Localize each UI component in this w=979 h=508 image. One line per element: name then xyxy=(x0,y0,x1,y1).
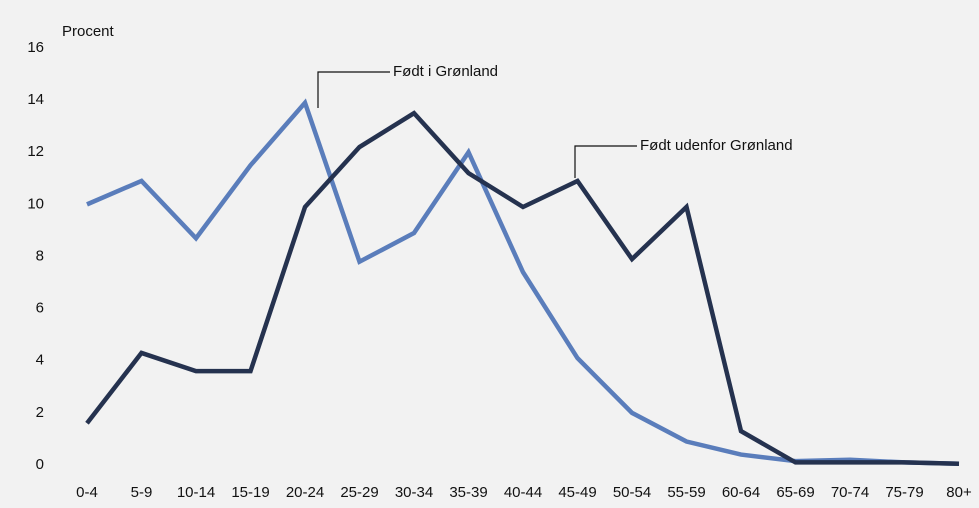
y-tick-label: 16 xyxy=(27,39,44,56)
x-tick-label: 75-79 xyxy=(885,484,923,501)
x-tick-label: 15-19 xyxy=(231,484,269,501)
x-tick-label: 80+ xyxy=(946,484,972,501)
x-tick-label: 50-54 xyxy=(613,484,651,501)
annotation-pointer xyxy=(574,145,637,178)
x-tick-label: 40-44 xyxy=(504,484,542,501)
y-tick-label: 8 xyxy=(36,247,44,264)
x-tick-label: 30-34 xyxy=(395,484,433,501)
line-series xyxy=(85,110,960,466)
x-tick-label: 25-29 xyxy=(340,484,378,501)
y-tick-label: 14 xyxy=(27,91,44,108)
y-tick-label: 2 xyxy=(36,404,44,421)
annotation: Født udenfor Grønland xyxy=(640,137,793,154)
x-tick-label: 10-14 xyxy=(177,484,215,501)
x-tick-label: 0-4 xyxy=(76,484,98,501)
x-tick-label: 20-24 xyxy=(286,484,324,501)
x-tick-label: 45-49 xyxy=(558,484,596,501)
x-tick-label: 35-39 xyxy=(449,484,487,501)
y-tick-label: 10 xyxy=(27,195,44,212)
x-tick-label: 60-64 xyxy=(722,484,760,501)
y-tick-label: 6 xyxy=(36,300,44,317)
annotation-pointer xyxy=(317,71,390,108)
x-tick-label: 5-9 xyxy=(131,484,153,501)
y-tick-label: 12 xyxy=(27,143,44,160)
annotation: Født i Grønland xyxy=(393,63,498,80)
x-tick-label: 65-69 xyxy=(776,484,814,501)
y-axis-label: Procent xyxy=(62,23,115,40)
x-tick-label: 55-59 xyxy=(667,484,705,501)
x-tick-label: 70-74 xyxy=(831,484,869,501)
y-tick-label: 4 xyxy=(36,352,44,369)
y-tick-label: 0 xyxy=(36,456,44,473)
